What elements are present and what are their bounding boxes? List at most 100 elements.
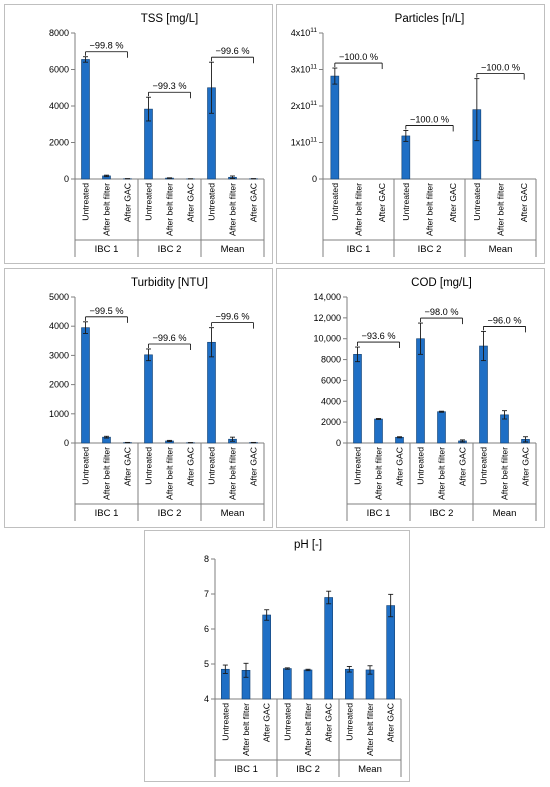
chart-title: pH [-] [294, 539, 322, 551]
group-label-ibc-2: IBC 2 [418, 244, 442, 255]
bar-ibc-2-after-gac [324, 597, 333, 700]
group-label-ibc-2: IBC 2 [158, 244, 182, 255]
category-label-untreated: Untreated [353, 447, 363, 485]
y-tick-label: 5000 [49, 292, 69, 302]
cod-chart: COD [mg/L] 0 2000 4000 6000 8000 10,000 12,000 1… [313, 277, 537, 521]
y-tick-label: 2000 [49, 380, 69, 390]
category-label-after-gac: After GAC [123, 183, 133, 222]
turbidity-chart: Turbidity [NTU] 0 1000 2000 3000 4000 5000 IBC … [49, 277, 265, 521]
category-label-after-gac: After GAC [519, 183, 529, 222]
bar-ibc-2-untreated [401, 135, 411, 180]
category-label-after-gac: After GAC [377, 183, 387, 222]
category-label-after-belt-filter: After belt filter [228, 183, 238, 236]
chart-title: TSS [mg/L] [141, 13, 199, 25]
category-label-after-gac: After GAC [386, 703, 396, 742]
ph-chart-panel: pH [-] 4 5 6 7 8 IBC 1 Untreated After belt filt… [144, 530, 410, 782]
category-label-after-gac: After GAC [186, 447, 196, 486]
category-label-after-belt-filter: After belt filter [425, 183, 435, 236]
category-label-after-belt-filter: After belt filter [165, 183, 175, 236]
group-label-ibc-2: IBC 2 [430, 508, 454, 519]
group-label-mean: Mean [358, 764, 382, 775]
category-label-after-belt-filter: After belt filter [500, 447, 510, 500]
category-label-after-gac: After GAC [395, 447, 405, 486]
group-label-mean: Mean [221, 244, 245, 255]
bar-ibc-1-after-belt-filter [374, 418, 383, 444]
group-label-ibc-1: IBC 1 [95, 244, 119, 255]
ph-chart: pH [-] 4 5 6 7 8 IBC 1 Untreated After belt filt… [204, 539, 402, 777]
reduction-annotation: −100.0 % [339, 52, 378, 62]
y-tick-label-base: 4x10 [291, 28, 311, 38]
chart-title: COD [mg/L] [411, 277, 472, 289]
category-label-after-belt-filter: After belt filter [496, 183, 506, 236]
category-label-after-belt-filter: After belt filter [102, 447, 112, 500]
bar-mean-untreated [207, 341, 216, 444]
group-label-mean: Mean [493, 508, 517, 519]
category-label-untreated: Untreated [220, 703, 230, 741]
reduction-annotation: −99.5 % [90, 306, 124, 316]
category-label-untreated: Untreated [144, 447, 154, 485]
category-label-after-gac: After GAC [448, 183, 458, 222]
bar-ibc-2-untreated [144, 354, 153, 444]
bar-ibc-2-untreated [283, 668, 292, 700]
y-tick-label: 3x1011 [291, 64, 318, 75]
bar-ibc-1-untreated [81, 59, 90, 180]
y-tick-label: 4000 [49, 321, 69, 331]
reduction-annotation: −99.6 % [216, 312, 250, 322]
category-label-after-gac: After GAC [249, 447, 259, 486]
y-tick-label: 6 [204, 624, 209, 634]
tss-chart-panel: TSS [mg/L] 0 2000 4000 6000 8000 IBC 1 Untreate… [4, 4, 273, 264]
reduction-annotation: −99.8 % [90, 41, 124, 51]
bar-ibc-1-after-gac [262, 614, 271, 700]
chart-title: Particles [n/L] [395, 13, 465, 25]
group-label-ibc-1: IBC 1 [95, 508, 119, 519]
category-label-untreated: Untreated [472, 183, 482, 221]
group-label-ibc-2: IBC 2 [158, 508, 182, 519]
category-label-untreated: Untreated [330, 183, 340, 221]
y-tick-label-base: 3x10 [291, 65, 311, 75]
reduction-annotation: −99.6 % [153, 333, 187, 343]
category-label-untreated: Untreated [416, 447, 426, 485]
category-label-after-belt-filter: After belt filter [303, 703, 313, 756]
category-label-after-belt-filter: After belt filter [354, 183, 364, 236]
category-label-after-belt-filter: After belt filter [228, 447, 238, 500]
y-tick-label: 0 [64, 438, 69, 448]
reduction-annotation: −99.6 % [216, 46, 250, 56]
category-label-after-gac: After GAC [324, 703, 334, 742]
y-tick-label: 2000 [321, 417, 341, 427]
y-tick-label: 1000 [49, 409, 69, 419]
particles-chart-panel: Particles [n/L] 0 1x1011 2x1011 3x1011 4x1011… [276, 4, 545, 264]
category-label-untreated: Untreated [207, 447, 217, 485]
y-tick-label: 0 [312, 174, 317, 184]
category-label-untreated: Untreated [207, 183, 217, 221]
group-label-ibc-1: IBC 1 [347, 244, 371, 255]
category-label-after-gac: After GAC [458, 447, 468, 486]
category-label-untreated: Untreated [144, 183, 154, 221]
reduction-annotation: −96.0 % [488, 315, 522, 325]
particles-chart: Particles [n/L]01x10112x10113x10114x1011… [291, 13, 537, 257]
reduction-annotation: −100.0 % [410, 114, 449, 124]
group-label-mean: Mean [489, 244, 513, 255]
category-label-after-belt-filter: After belt filter [365, 703, 375, 756]
y-tick-label: 8 [204, 554, 209, 564]
bar-mean-untreated [345, 668, 354, 700]
category-label-untreated: Untreated [401, 183, 411, 221]
y-tick-label: 7 [204, 589, 209, 599]
y-tick-label: 4000 [49, 101, 69, 111]
bar-mean-after-gac [386, 605, 395, 700]
category-label-after-gac: After GAC [262, 703, 272, 742]
category-label-untreated: Untreated [344, 703, 354, 741]
y-tick-label: 4 [204, 694, 209, 704]
group-label-ibc-1: IBC 1 [234, 764, 258, 775]
category-label-after-belt-filter: After belt filter [241, 703, 251, 756]
group-label-mean: Mean [221, 508, 245, 519]
y-tick-label-exponent: 11 [310, 64, 317, 71]
y-tick-label: 2000 [49, 138, 69, 148]
bar-ibc-1-untreated [353, 354, 362, 444]
y-tick-label: 12,000 [313, 313, 341, 323]
bar-ibc-2-after-belt-filter [303, 669, 313, 700]
y-tick-label-exponent: 11 [310, 27, 317, 34]
y-tick-label-exponent: 11 [310, 137, 317, 144]
category-label-after-belt-filter: After belt filter [165, 447, 175, 500]
y-tick-label-base: 0 [312, 174, 317, 184]
reduction-annotation: −100.0 % [481, 63, 520, 73]
